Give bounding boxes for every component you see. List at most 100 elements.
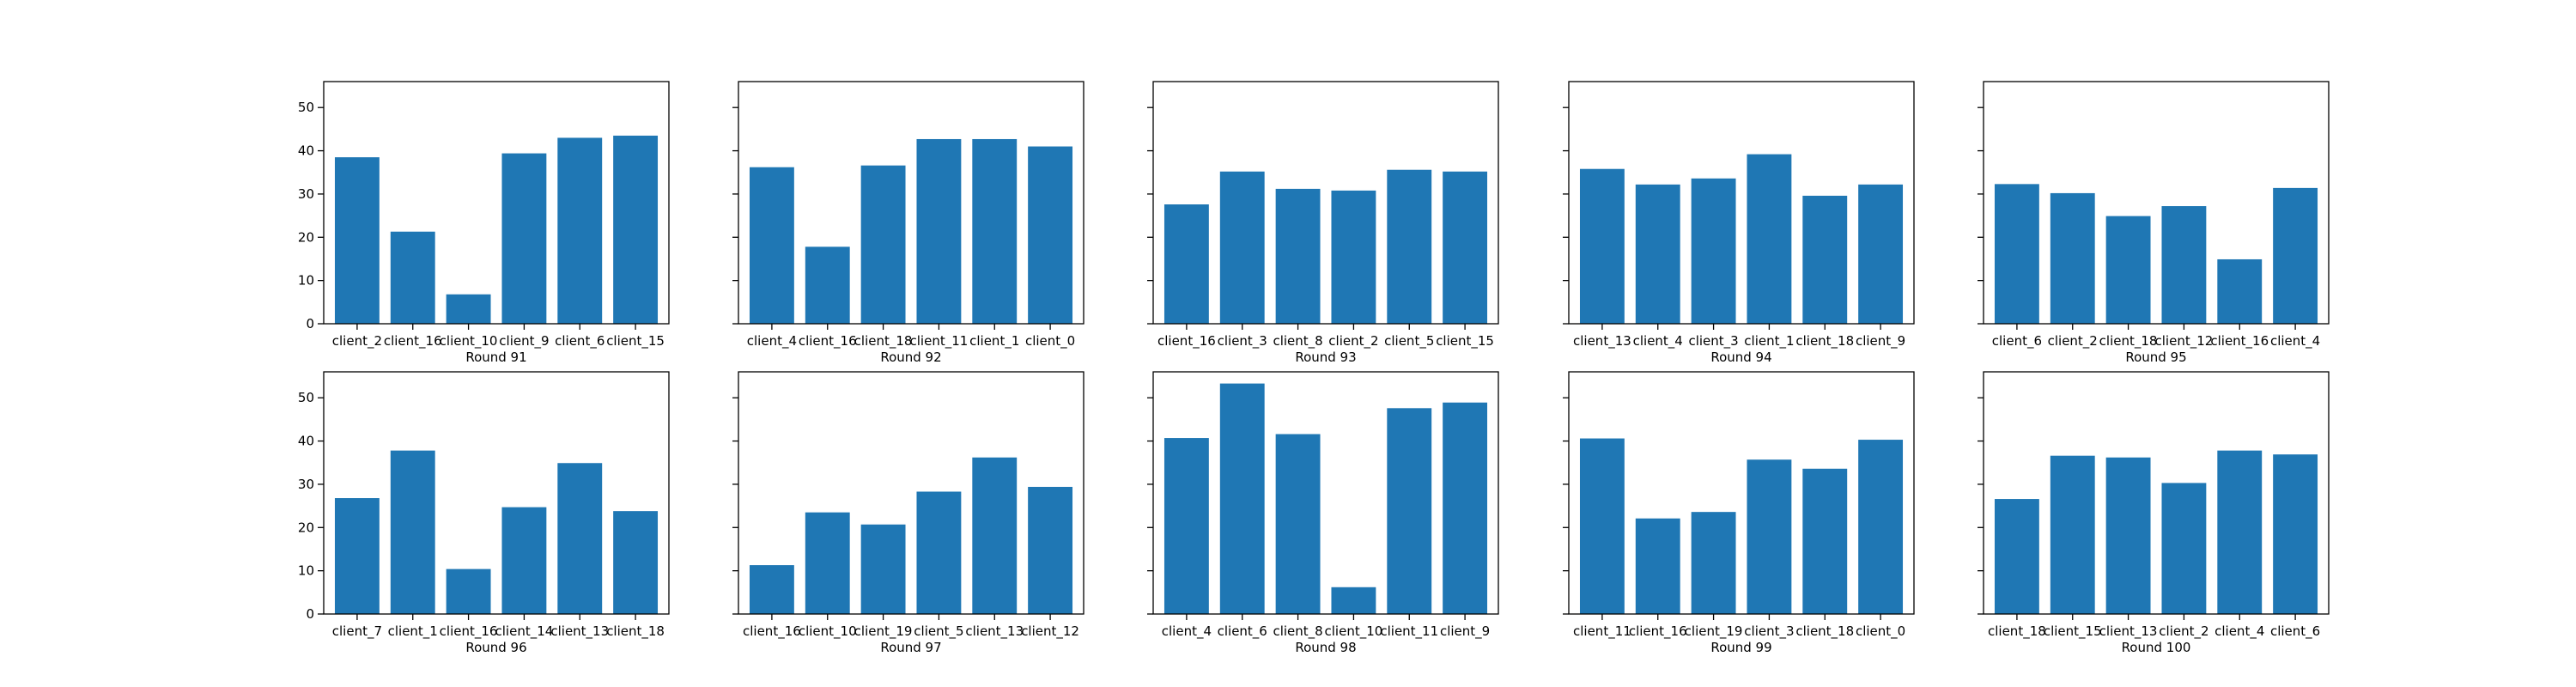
y-tick-label: 30 bbox=[298, 477, 314, 492]
x-tick-label: client_19 bbox=[1685, 623, 1743, 640]
y-tick-label: 50 bbox=[298, 100, 314, 115]
x-tick-label: client_4 bbox=[1162, 623, 1212, 640]
bar-client_6 bbox=[1219, 383, 1265, 614]
x-tick-label: client_9 bbox=[499, 333, 549, 350]
x-tick-label: client_8 bbox=[1273, 333, 1322, 350]
round-label: Round 97 bbox=[880, 640, 941, 655]
x-tick-label: client_9 bbox=[1440, 623, 1490, 640]
axes-frame bbox=[738, 371, 1084, 615]
bar-client_5 bbox=[1387, 169, 1432, 324]
round-label: Round 100 bbox=[2122, 640, 2191, 655]
x-tick-label: client_16 bbox=[799, 333, 857, 350]
subplot-4: client_13 client_4 client_3 client_1 client_… bbox=[1563, 81, 1915, 365]
x-tick-label: client_3 bbox=[1218, 333, 1267, 350]
bar-client_2 bbox=[2050, 192, 2095, 324]
bar-client_11 bbox=[916, 138, 962, 324]
bar-client_18 bbox=[860, 165, 906, 324]
x-tick-label: client_2 bbox=[332, 333, 382, 350]
bar-client_6 bbox=[557, 137, 603, 324]
x-tick-label: client_4 bbox=[747, 333, 797, 350]
bar-client_2 bbox=[334, 157, 380, 325]
y-tick-label: 20 bbox=[298, 229, 314, 245]
round-label: Round 99 bbox=[1710, 640, 1771, 655]
x-tick-label: client_6 bbox=[555, 333, 605, 350]
subplot-8: client_4 client_6 client_8 client_10client_… bbox=[1147, 371, 1499, 655]
x-tick-label: client_6 bbox=[1992, 333, 2042, 350]
axes-frame bbox=[323, 371, 670, 615]
x-tick-label: client_1 bbox=[969, 333, 1019, 350]
axes-frame bbox=[1983, 81, 2330, 325]
bar-client_2 bbox=[2161, 483, 2207, 614]
bar-client_18 bbox=[613, 511, 659, 614]
round-label: Round 94 bbox=[1710, 350, 1771, 365]
bar-client_8 bbox=[1275, 188, 1321, 324]
bar-client_4 bbox=[1635, 184, 1680, 324]
x-tick-label: client_10 bbox=[440, 333, 498, 350]
bar-client_16 bbox=[390, 231, 435, 324]
bar-client_7 bbox=[334, 498, 380, 614]
x-tick-label: client_10 bbox=[799, 623, 857, 640]
x-tick-label: client_10 bbox=[1325, 623, 1383, 640]
y-tick-label: 20 bbox=[298, 520, 314, 535]
bar-client_18 bbox=[1802, 468, 1848, 614]
x-tick-label: client_11 bbox=[1380, 623, 1438, 640]
x-tick-label: client_0 bbox=[1025, 333, 1075, 350]
round-label: Round 95 bbox=[2125, 350, 2186, 365]
x-tick-label: client_4 bbox=[1633, 333, 1683, 350]
x-tick-label: client_12 bbox=[2155, 333, 2214, 350]
x-tick-label: client_13 bbox=[965, 623, 1024, 640]
round-label: Round 96 bbox=[465, 640, 526, 655]
x-tick-label: client_4 bbox=[2270, 333, 2320, 350]
bar-client_16 bbox=[1635, 518, 1680, 614]
y-tick-label: 40 bbox=[298, 143, 314, 159]
bar-client_3 bbox=[1691, 178, 1736, 324]
x-tick-label: client_1 bbox=[1744, 333, 1794, 350]
bar-client_13 bbox=[557, 463, 603, 614]
x-tick-label: client_3 bbox=[1744, 623, 1794, 640]
y-tick-label: 10 bbox=[298, 273, 314, 289]
x-tick-label: client_5 bbox=[1384, 333, 1434, 350]
x-tick-label: client_5 bbox=[914, 623, 963, 640]
bar-client_15 bbox=[613, 135, 659, 324]
bar-client_13 bbox=[972, 457, 1018, 614]
bar-client_11 bbox=[1387, 408, 1432, 614]
x-tick-label: client_16 bbox=[1157, 333, 1216, 350]
y-tick-label: 0 bbox=[306, 316, 314, 331]
bar-client_16 bbox=[2217, 258, 2263, 324]
x-tick-label: client_15 bbox=[1436, 333, 1494, 350]
x-tick-label: client_18 bbox=[606, 623, 665, 640]
x-tick-label: client_16 bbox=[1629, 623, 1687, 640]
x-tick-label: client_16 bbox=[743, 623, 801, 640]
x-tick-label: client_16 bbox=[440, 623, 498, 640]
y-tick-label: 50 bbox=[298, 390, 314, 405]
bar-client_16 bbox=[805, 246, 850, 324]
x-tick-label: client_2 bbox=[2159, 623, 2208, 640]
round-label: Round 92 bbox=[880, 350, 941, 365]
x-tick-label: client_7 bbox=[332, 623, 382, 640]
bar-client_10 bbox=[805, 512, 850, 614]
bar-client_10 bbox=[446, 294, 491, 324]
bar-client_16 bbox=[1163, 204, 1209, 324]
subplot-3: client_16 client_3 client_8 client_2 client_… bbox=[1147, 81, 1499, 365]
bar-client_18 bbox=[1994, 499, 2039, 614]
bar-client_4 bbox=[2273, 187, 2318, 324]
x-tick-label: client_14 bbox=[495, 623, 554, 640]
x-tick-label: client_6 bbox=[2270, 623, 2320, 640]
x-tick-label: client_13 bbox=[2099, 623, 2158, 640]
x-tick-label: client_8 bbox=[1273, 623, 1322, 640]
axes-frame bbox=[1152, 81, 1499, 325]
bar-client_4 bbox=[2217, 450, 2263, 614]
bar-client_3 bbox=[1219, 171, 1265, 324]
y-tick-label: 0 bbox=[306, 606, 314, 622]
bar-client_9 bbox=[1443, 402, 1488, 614]
bar-client_8 bbox=[1275, 434, 1321, 614]
axes-frame bbox=[1568, 371, 1915, 615]
bar-client_13 bbox=[2105, 457, 2151, 614]
bar-client_15 bbox=[1443, 171, 1488, 324]
bar-client_18 bbox=[2105, 216, 2151, 324]
subplot-5: client_6 client_2 client_18client_12client… bbox=[1978, 81, 2330, 365]
